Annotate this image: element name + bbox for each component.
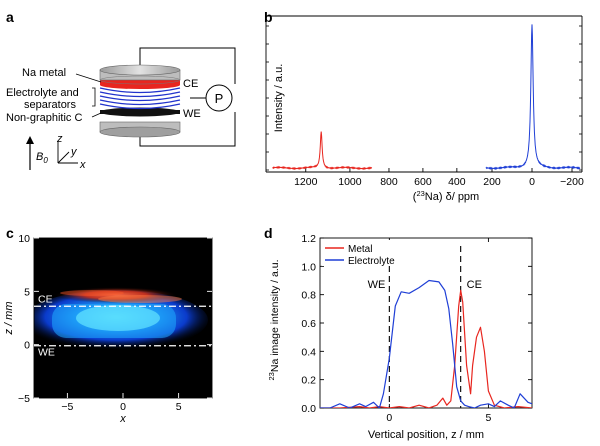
panel-d: d 23Na image intensity / a.u. 0.00.20.40… — [264, 225, 533, 441]
we-label: WE — [183, 108, 201, 120]
b0-label: B0 — [36, 151, 48, 165]
panel-letter-a: a — [6, 9, 14, 25]
d-series-line-metal — [320, 289, 532, 408]
b-series-line-0 — [272, 131, 373, 171]
d-y-tick-label: 0.0 — [301, 403, 316, 415]
c-plot: CE WE −5 0 5 10 5 0 −5 x — [18, 233, 213, 425]
b-x-tick-label: 800 — [380, 176, 398, 188]
b-x-tick-label: 400 — [448, 176, 466, 188]
c-x-tick-label: −5 — [61, 401, 73, 413]
b-x-tick-label: 1200 — [294, 176, 318, 188]
b-x-tick-label: 600 — [414, 176, 432, 188]
c-x-tick-label: 0 — [120, 401, 126, 413]
d-x-tick-label: 5 — [485, 412, 491, 424]
d-legend-label: Metal — [348, 244, 372, 255]
panel-letter-b: b — [264, 9, 273, 25]
c-y-tick-label: 10 — [18, 233, 30, 245]
c-heatmap — [34, 287, 208, 350]
c-we-label: WE — [38, 347, 55, 359]
axis-x-label: x — [79, 159, 86, 171]
d-plot: 0.0 0.2 0.4 0.6 0.8 1.0 1.2 0 5 WE CE MetalElectrol… — [301, 233, 533, 424]
panel-letter-d: d — [264, 225, 273, 241]
electrolyte-layers — [99, 87, 181, 110]
electrolyte-label-2: separators — [24, 99, 76, 111]
panel-letter-c: c — [6, 225, 14, 241]
d-x-tick-label: 0 — [386, 412, 392, 424]
b-plot: 1200 1000 800 600 400 200 0 −200 — [265, 15, 584, 188]
c-ce-label: CE — [38, 293, 53, 305]
d-xlabel: Vertical position, z / mm — [368, 429, 484, 441]
panel-a: a P CE WE Na metal — [6, 9, 236, 171]
c-x-tick-label: 5 — [176, 401, 182, 413]
d-legend-label: Electrolyte — [348, 256, 395, 267]
d-y-tick-label: 1.2 — [301, 233, 316, 245]
b-series-line-1 — [485, 24, 581, 171]
d-series-group — [320, 279, 532, 408]
d-y-tick-label: 1.0 — [301, 261, 316, 273]
d-y-tick-label: 0.6 — [301, 318, 316, 330]
non-graphitic-label: Non-graphitic C — [6, 112, 82, 124]
d-series-line-electrolyte — [320, 279, 532, 408]
axis-y-label: y — [70, 146, 78, 158]
b-x-tick-label: 1000 — [338, 176, 362, 188]
c-xlabel: x — [119, 413, 126, 425]
potentiostat-label: P — [215, 91, 224, 106]
panel-c: c z / mm CE WE −5 0 5 10 5 0 −5 x — [3, 225, 213, 425]
b-x-tick-label: 0 — [529, 176, 535, 188]
d-ce-label: CE — [467, 279, 482, 291]
axes-triad-icon — [57, 142, 78, 164]
c-y-tick-label: −5 — [18, 393, 30, 405]
ce-label: CE — [183, 78, 198, 90]
c-y-tick-label: 5 — [24, 286, 30, 298]
b-xlabel: (23Na) δ/ ppm — [413, 189, 479, 203]
electrolyte-label-1: Electrolyte and — [6, 87, 79, 99]
d-we-label: WE — [368, 279, 386, 291]
b-x-tick-label: −200 — [560, 176, 584, 188]
d-y-tick-label: 0.2 — [301, 375, 316, 387]
b-ylabel: Intensity / a.u. — [273, 64, 285, 132]
panel-b: b Intensity / a.u. 1200 1000 800 600 400 200 0… — [264, 9, 584, 203]
na-metal-label: Na metal — [22, 67, 66, 79]
b-x-tick-label: 200 — [483, 176, 501, 188]
d-y-tick-label: 0.4 — [301, 346, 316, 358]
d-ylabel: 23Na image intensity / a.u. — [267, 260, 281, 381]
d-y-tick-label: 0.8 — [301, 290, 316, 302]
electrolyte-bracket — [92, 87, 96, 107]
axis-z-label: z — [56, 133, 63, 145]
c-ylabel: z / mm — [3, 302, 15, 336]
c-y-tick-label: 0 — [24, 340, 30, 352]
d-legend-box — [322, 240, 404, 266]
cell-stack — [99, 64, 181, 138]
